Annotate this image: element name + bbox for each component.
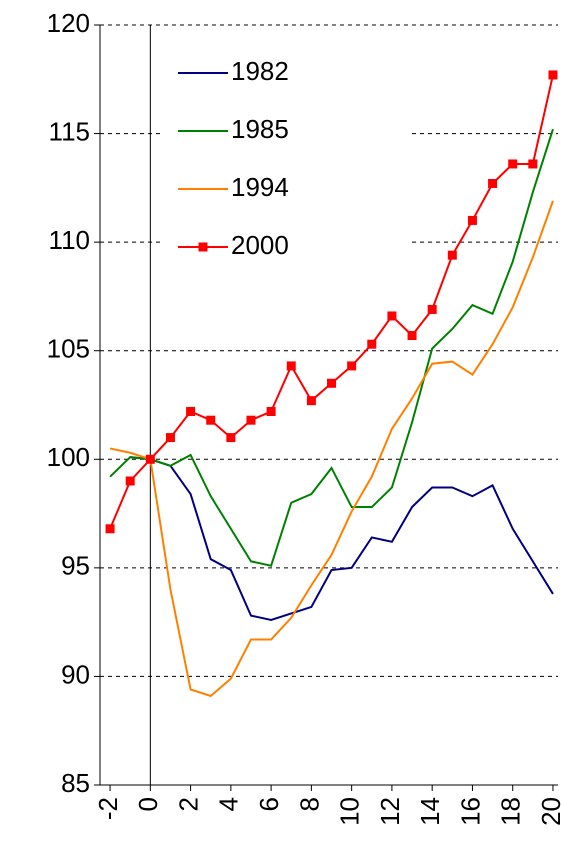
series-line <box>109 128 554 567</box>
marker <box>528 159 538 169</box>
marker <box>488 179 498 189</box>
y-tick-label: 110 <box>49 225 90 255</box>
x-tick-label: 20 <box>536 797 561 826</box>
series-line <box>130 456 554 622</box>
x-tick-label: 2 <box>173 797 203 811</box>
x-tick-label: 12 <box>375 797 405 826</box>
marker <box>246 415 256 425</box>
marker <box>286 361 296 371</box>
y-tick-label: 95 <box>61 551 90 581</box>
legend-background <box>160 45 408 273</box>
legend-label: 1982 <box>231 56 289 86</box>
marker <box>447 250 457 260</box>
marker <box>125 476 135 486</box>
x-tick-label: 18 <box>496 797 526 826</box>
marker <box>266 407 276 417</box>
y-tick-label: 85 <box>61 768 90 798</box>
marker <box>467 215 477 225</box>
x-tick-label: 0 <box>133 797 163 811</box>
marker <box>367 339 377 349</box>
marker <box>105 524 115 534</box>
legend-label: 1994 <box>231 172 289 202</box>
marker <box>306 396 316 406</box>
marker <box>407 331 417 341</box>
x-tick-label: 16 <box>455 797 485 826</box>
legend-label: 2000 <box>231 230 289 260</box>
marker <box>206 415 216 425</box>
marker <box>165 433 175 443</box>
x-tick-label: -2 <box>93 797 123 820</box>
series-line <box>109 200 554 698</box>
y-tick-label: 90 <box>61 659 90 689</box>
x-tick-label: 4 <box>214 797 244 811</box>
y-tick-label: 120 <box>47 8 90 38</box>
y-tick-label: 115 <box>49 116 90 146</box>
legend-marker <box>198 242 208 252</box>
marker <box>548 70 558 80</box>
x-tick-label: 10 <box>335 797 365 826</box>
x-tick-label: 8 <box>294 797 324 811</box>
marker <box>186 407 196 417</box>
marker <box>427 304 437 314</box>
marker <box>508 159 518 169</box>
y-tick-label: 100 <box>47 442 90 472</box>
x-tick-label: 14 <box>415 797 445 826</box>
legend-label: 1985 <box>231 114 289 144</box>
x-tick-label: 6 <box>254 797 284 811</box>
marker <box>347 361 357 371</box>
marker <box>226 433 236 443</box>
marker <box>327 378 337 388</box>
marker <box>387 311 397 321</box>
marker <box>145 454 155 464</box>
y-tick-label: 105 <box>47 334 90 364</box>
